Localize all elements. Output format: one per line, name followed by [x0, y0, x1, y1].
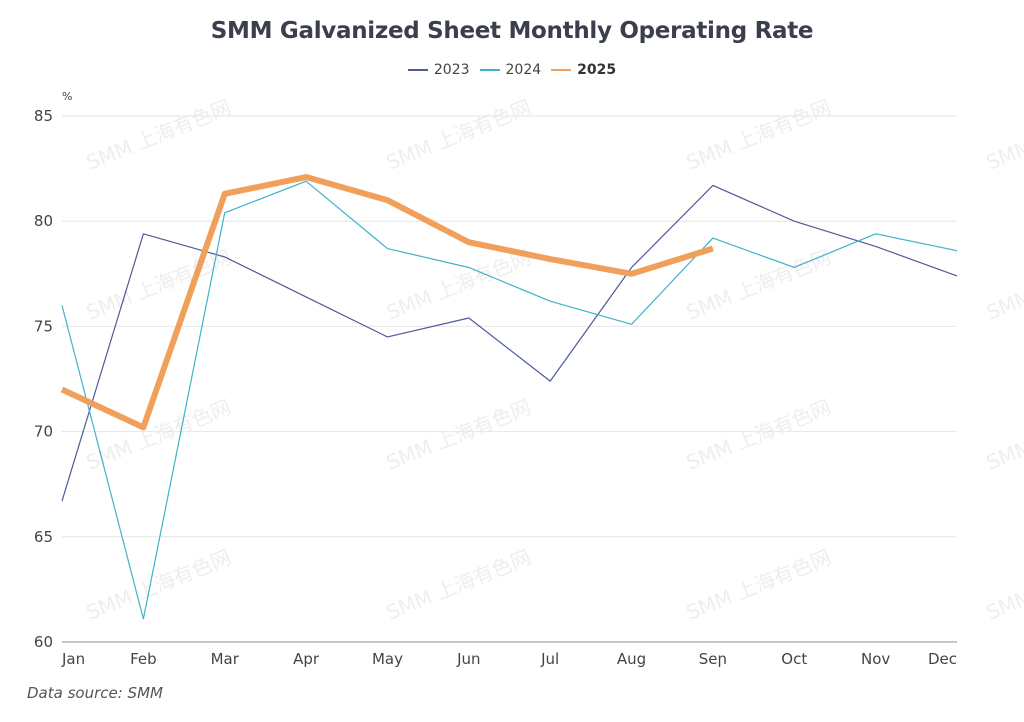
y-tick-label: 60	[34, 633, 53, 651]
watermark-text: SMM 上海有色网	[83, 95, 234, 175]
watermark-text: SMM 上海有色网	[683, 95, 834, 175]
watermark-text: SMM 上海有色网	[983, 245, 1024, 325]
gridlines	[62, 115, 957, 643]
legend-label: 2023	[433, 62, 470, 78]
watermark-text: SMM 上海有色网	[83, 245, 234, 325]
watermark-text: SMM 上海有色网	[383, 95, 534, 175]
y-axis: 60 65 70 75 80 85%	[34, 90, 73, 651]
watermark-text: SMM 上海有色网	[383, 395, 534, 475]
x-tick-label: Apr	[293, 650, 320, 668]
x-tick-label: Jun	[456, 650, 480, 668]
chart-title: SMM Galvanized Sheet Monthly Operating R…	[210, 18, 814, 44]
y-axis-unit: %	[62, 90, 72, 103]
y-tick-label: 70	[34, 423, 53, 441]
legend-label: 2024	[505, 62, 542, 78]
y-tick-label: 80	[34, 212, 53, 230]
legend-label: 2025	[577, 62, 617, 78]
x-tick-label: May	[372, 650, 403, 668]
legend-swatch	[407, 69, 428, 71]
x-tick-label: Dec	[928, 650, 957, 668]
legend: 2023 2024 2025	[0, 62, 1024, 78]
y-tick-label: 85	[34, 107, 53, 125]
series-lines	[60, 174, 958, 620]
y-tick-label: 75	[34, 317, 53, 335]
x-tick-label: Aug	[617, 650, 646, 668]
legend-item-2024[interactable]: 2024	[479, 62, 542, 78]
x-tick-label: Oct	[781, 650, 807, 668]
x-tick-label: Jan	[61, 650, 85, 668]
x-tick-label: Mar	[211, 650, 240, 668]
x-tick-label: Jul	[540, 650, 559, 668]
watermark-text: SMM 上海有色网	[383, 545, 534, 625]
watermark-text: SMM 上海有色网	[683, 395, 834, 475]
watermark-text: SMM 上海有色网	[83, 545, 234, 625]
series-line-2023[interactable]	[61, 184, 958, 502]
series-line-2024[interactable]	[61, 180, 958, 620]
watermark-text: SMM 上海有色网	[983, 395, 1024, 475]
legend-item-2023[interactable]: 2023	[407, 62, 470, 78]
watermark-text: SMM 上海有色网	[983, 545, 1024, 625]
x-tick-label: Nov	[861, 650, 890, 668]
watermark-text: SMM 上海有色网	[683, 545, 834, 625]
x-tick-label: Feb	[130, 650, 157, 668]
legend-item-2025[interactable]: 2025	[551, 62, 616, 78]
y-tick-label: 65	[34, 528, 53, 546]
x-axis: Jan Feb Mar Apr May Jun Jul Aug Seր Oct Nov Dec	[61, 650, 957, 668]
watermark-layer: SMM 上海有色网 SMM 上海有色网 SMM 上海有色网 SMM 上海有色网 SMM …	[83, 95, 1024, 625]
legend-swatch	[479, 69, 500, 71]
x-tick-label: Seր	[699, 650, 727, 668]
data-source-note: Data source: SMM	[27, 684, 163, 702]
series-line-2025[interactable]	[60, 174, 714, 431]
legend-swatch	[551, 69, 572, 71]
watermark-text: SMM 上海有色网	[683, 245, 834, 325]
watermark-text: SMM 上海有色网	[983, 95, 1024, 175]
